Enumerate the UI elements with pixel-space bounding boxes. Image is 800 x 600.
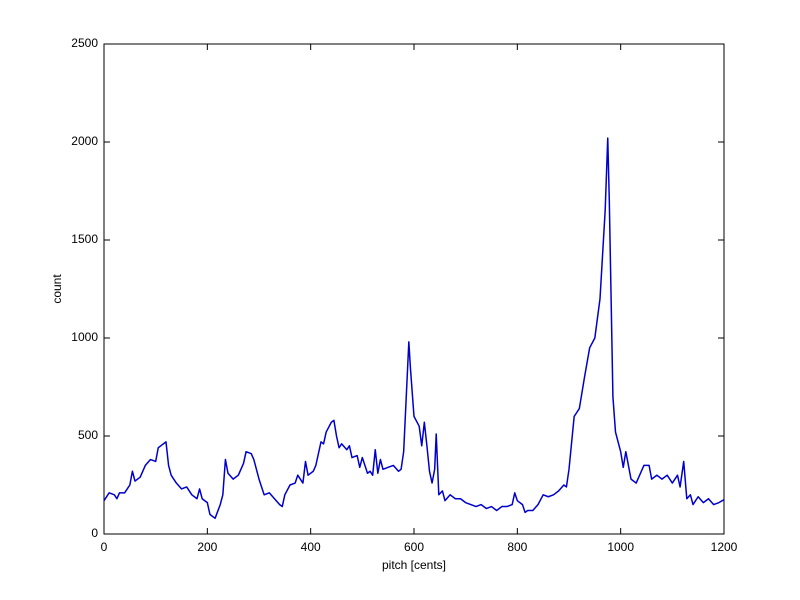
x-tick-label: 0 xyxy=(101,540,108,554)
x-tick-label: 200 xyxy=(197,540,217,554)
y-axis-label: count xyxy=(50,274,64,304)
y-tick-label: 500 xyxy=(78,428,98,442)
x-tick-label: 800 xyxy=(507,540,527,554)
y-tick-label: 0 xyxy=(91,526,98,540)
data-line xyxy=(103,137,725,520)
x-axis-label: pitch [cents] xyxy=(382,558,446,572)
y-tick-label: 1500 xyxy=(71,232,98,246)
y-tick-label: 1000 xyxy=(71,330,98,344)
y-tick-label: 2500 xyxy=(71,36,98,50)
axes-box xyxy=(103,43,725,535)
x-tick-label: 400 xyxy=(301,540,321,554)
x-tick-label: 600 xyxy=(404,540,424,554)
x-tick-label: 1200 xyxy=(711,540,738,554)
y-tick-label: 2000 xyxy=(71,134,98,148)
x-tick-label: 1000 xyxy=(607,540,634,554)
